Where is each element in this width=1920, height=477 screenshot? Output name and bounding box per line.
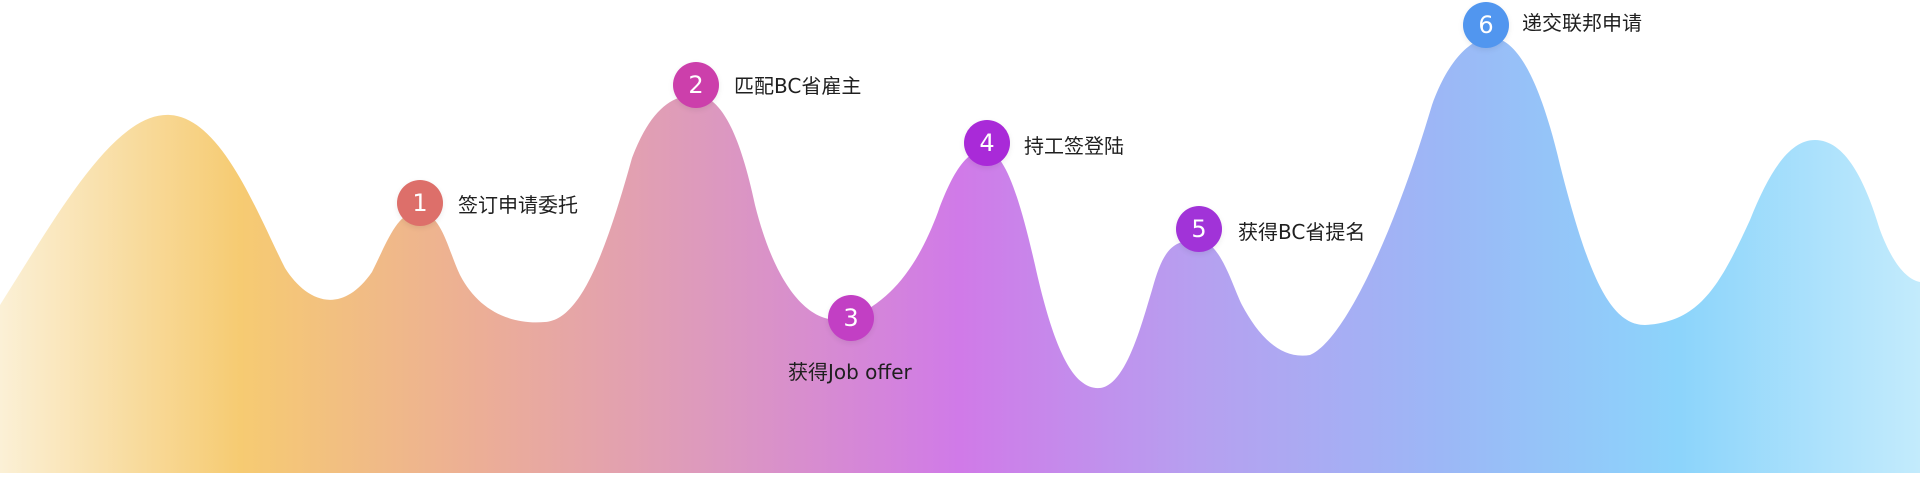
step-3-number-badge: 3 (828, 295, 874, 341)
step-3-label: 获得Job offer (788, 360, 912, 384)
step-5-number-badge: 5 (1176, 206, 1222, 252)
step-1-number-badge: 1 (397, 180, 443, 226)
step-4-label: 持工签登陆 (1024, 134, 1124, 158)
step-4-number-badge: 4 (964, 120, 1010, 166)
step-6-number-badge: 6 (1463, 2, 1509, 48)
step-2-label: 匹配BC省雇主 (734, 74, 862, 98)
step-2-number-badge: 2 (673, 62, 719, 108)
step-6-label: 递交联邦申请 (1522, 11, 1642, 35)
step-1-label: 签订申请委托 (458, 193, 578, 217)
step-5-label: 获得BC省提名 (1238, 220, 1366, 244)
